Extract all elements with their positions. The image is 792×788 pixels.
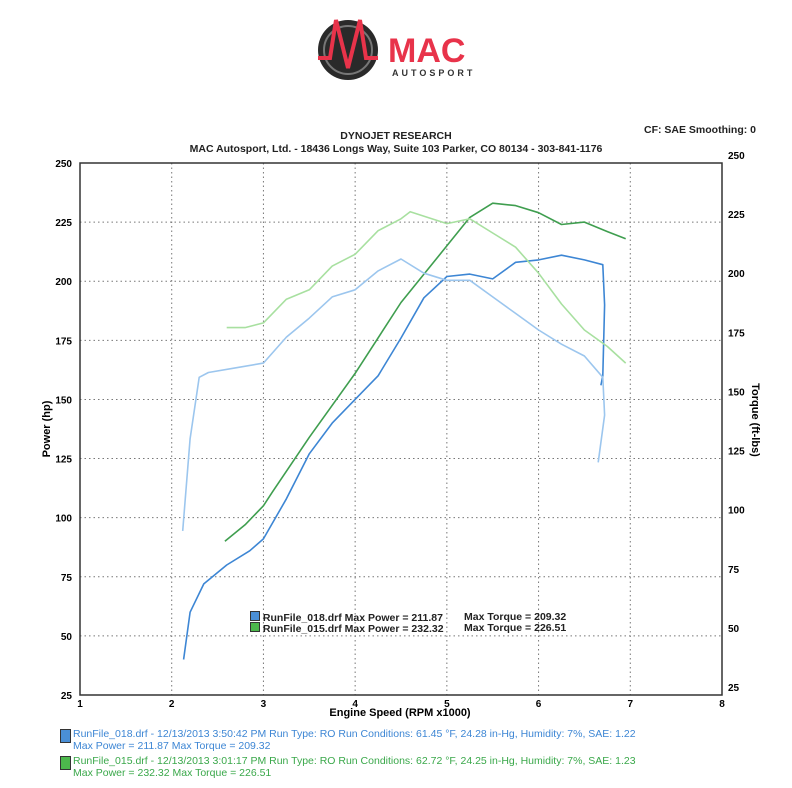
x-tick-label: 6 <box>536 699 542 710</box>
chart-subtitle: MAC Autosport, Ltd. - 18436 Longs Way, S… <box>189 143 603 155</box>
legend-item: RunFile_015.drf Max Power = 232.32 <box>250 622 444 635</box>
run-swatch-icon <box>60 756 71 770</box>
y-tick-label: 200 <box>55 277 72 288</box>
run-details: RunFile_015.drf - 12/13/2013 3:01:17 PM … <box>73 755 636 767</box>
logo-brand: MAC <box>388 32 465 70</box>
run-swatch-icon <box>60 729 71 743</box>
chart-title: DYNOJET RESEARCH <box>340 130 452 142</box>
legend-swatch-icon <box>250 622 260 632</box>
legend-item: RunFile_018.drf Max Power = 211.87 <box>250 611 443 624</box>
legend-swatch-icon <box>250 611 260 621</box>
y2-tick-label: 150 <box>728 387 745 398</box>
x-tick-label: 7 <box>628 699 634 710</box>
y2-tick-label: 100 <box>728 506 745 517</box>
series-line-runfile-018-torque <box>181 258 606 531</box>
series-line-runfile-015-torque <box>226 210 627 364</box>
logo-sub: AUTOSPORT <box>392 68 475 78</box>
run-max: Max Power = 211.87 Max Torque = 209.32 <box>73 740 271 752</box>
y-tick-label: 150 <box>55 395 72 406</box>
legend-label: RunFile_015.drf Max Power = 232.32 <box>262 623 444 635</box>
series-line-runfile-018-power <box>182 254 606 660</box>
y-tick-label: 250 <box>55 159 72 170</box>
run-info-018: RunFile_018.drf - 12/13/2013 3:50:42 PM … <box>0 728 792 752</box>
y2-tick-label: 25 <box>728 683 740 694</box>
legend-value: Max Torque = 226.51 <box>464 622 567 634</box>
y2-tick-label: 175 <box>728 328 745 339</box>
logo-emblem-icon: MAC AUTOSPORT <box>318 19 475 80</box>
run-details: RunFile_018.drf - 12/13/2013 3:50:42 PM … <box>73 728 636 740</box>
y-tick-label: 175 <box>55 336 72 347</box>
y-tick-label: 50 <box>61 632 73 643</box>
y2-tick-label: 225 <box>728 210 745 221</box>
chart-legend: RunFile_018.drf Max Power = 211.87 Max T… <box>250 611 590 637</box>
legend-value: Max Torque = 209.32 <box>464 611 567 623</box>
y-tick-label: 75 <box>61 573 73 584</box>
y-tick-label: 25 <box>61 691 73 702</box>
y2-tick-label: 200 <box>728 269 745 280</box>
plot-frame <box>79 162 723 696</box>
x-tick-label: 3 <box>261 699 267 710</box>
x-tick-label: 8 <box>719 699 725 710</box>
y2-tick-label: 50 <box>728 624 740 635</box>
y2-tick-label: 250 <box>728 151 745 162</box>
series-line-runfile-015-power <box>224 202 626 542</box>
x-tick-label: 2 <box>169 699 175 710</box>
chart-settings: CF: SAE Smoothing: 0 <box>644 124 756 136</box>
y2-tick-label: 75 <box>728 565 740 576</box>
x-axis-label: Engine Speed (RPM x1000) <box>329 707 471 719</box>
run-max: Max Power = 232.32 Max Torque = 226.51 <box>73 767 272 779</box>
x-tick-label: 1 <box>77 699 83 710</box>
y-tick-label: 225 <box>55 218 72 229</box>
run-info-015: RunFile_015.drf - 12/13/2013 3:01:17 PM … <box>0 755 792 779</box>
y-axis-label: Power (hp) <box>41 400 53 457</box>
legend-label: RunFile_018.drf Max Power = 211.87 <box>262 612 443 624</box>
y-tick-label: 125 <box>55 455 72 466</box>
y2-axis-label: Torque (ft-lbs) <box>749 383 761 457</box>
y-tick-label: 100 <box>55 514 72 525</box>
mac-autosport-logo: MAC AUTOSPORT <box>312 10 492 90</box>
x-tick-label: 4 <box>352 699 358 710</box>
y2-tick-label: 125 <box>728 447 745 458</box>
x-tick-label: 5 <box>444 699 450 710</box>
